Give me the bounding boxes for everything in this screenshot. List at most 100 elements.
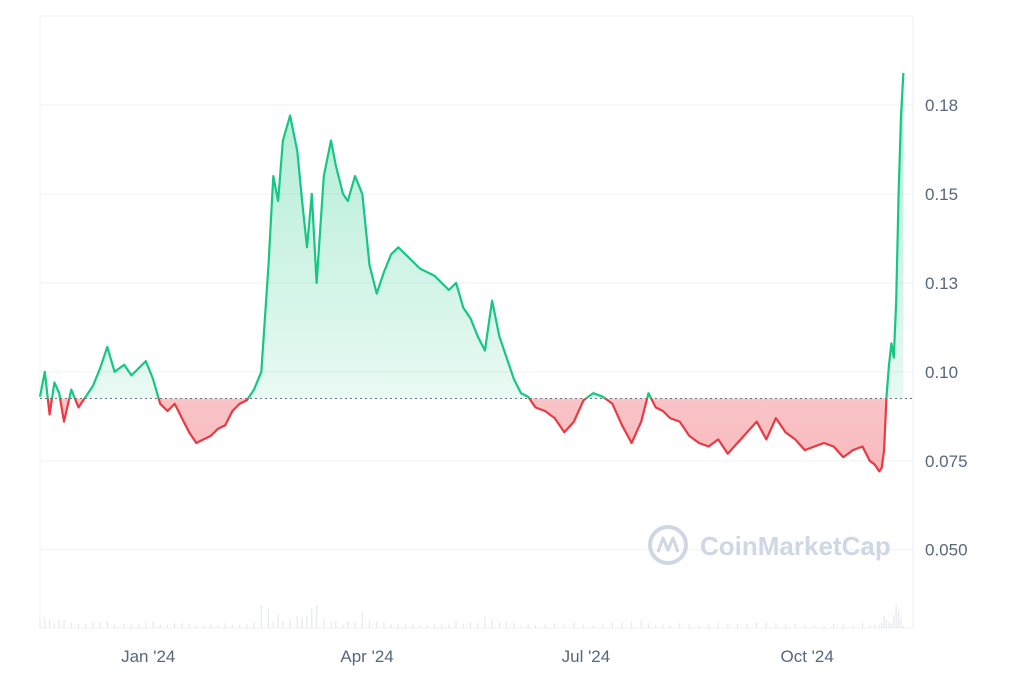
x-tick-label: Oct '24 — [781, 647, 834, 666]
y-tick-label: 0.10 — [925, 363, 958, 382]
volume-bar — [602, 624, 604, 628]
volume-bar — [217, 625, 219, 628]
volume-bar — [323, 619, 325, 628]
volume-bar — [123, 623, 125, 628]
volume-bar — [113, 624, 116, 628]
volume-bar — [900, 617, 902, 628]
volume-bar — [823, 625, 825, 628]
volume-bar — [513, 623, 515, 628]
volume-bar — [342, 624, 344, 628]
volume-bar — [775, 623, 777, 628]
volume-bar — [181, 623, 183, 628]
volume-bar — [58, 620, 60, 628]
volume-bar — [246, 623, 248, 628]
volume-bar — [505, 621, 508, 628]
volume-bar — [426, 625, 428, 628]
volume-bar — [92, 622, 94, 628]
volume-bar — [53, 623, 56, 628]
y-tick-label: 0.075 — [925, 452, 968, 471]
volume-bar — [130, 624, 132, 628]
volume-bar — [152, 621, 154, 628]
volume-bar — [390, 624, 392, 628]
volume-bar — [202, 625, 205, 628]
volume-bar — [49, 619, 51, 628]
volume-bar — [39, 621, 41, 628]
volume-bar — [433, 624, 436, 628]
volume-bar — [582, 624, 585, 628]
volume-bar — [469, 622, 472, 628]
volume-bar — [883, 615, 885, 628]
volume-bar — [698, 625, 700, 628]
volume-bar — [873, 624, 876, 628]
volume-bar — [631, 621, 633, 628]
volume-bar — [611, 621, 613, 628]
volume-bar — [85, 623, 87, 628]
x-tick-label: Jan '24 — [121, 647, 175, 666]
y-tick-label: 0.18 — [925, 96, 958, 115]
volume-bar — [354, 622, 356, 628]
volume-bar — [63, 619, 65, 628]
volume-bar — [99, 621, 101, 628]
volume-bar — [174, 623, 176, 628]
volume-bar — [477, 623, 479, 628]
volume-bar — [315, 605, 318, 628]
volume-bar — [335, 620, 337, 628]
y-tick-label: 0.13 — [925, 274, 958, 293]
volume-bar — [527, 623, 529, 628]
volume-bar — [106, 621, 108, 628]
watermark-text: CoinMarketCap — [700, 531, 891, 561]
volume-bar — [231, 624, 233, 628]
volume-bars — [39, 605, 904, 628]
volume-bar — [277, 614, 279, 628]
volume-bar — [878, 625, 880, 628]
volume-bar — [784, 624, 787, 628]
volume-bar — [383, 622, 385, 628]
volume-bar — [301, 616, 303, 628]
y-axis-ticks: 0.050 0.075 0.10 0.13 0.15 0.18 — [925, 96, 968, 560]
volume-bar — [498, 621, 500, 628]
volume-bar — [138, 624, 140, 628]
volume-bar — [330, 621, 332, 628]
volume-bar — [448, 624, 450, 628]
volume-bar — [765, 621, 767, 628]
series-lines — [38, 72, 905, 473]
coinmarketcap-logo-icon — [648, 525, 688, 565]
volume-bar — [554, 623, 556, 628]
grid-lines — [40, 104, 913, 551]
y-tick-label: 0.050 — [925, 541, 968, 560]
volume-bar — [267, 608, 270, 628]
volume-bar — [688, 624, 690, 628]
price-line-up — [38, 72, 905, 399]
volume-bar — [544, 624, 546, 628]
volume-bar — [491, 619, 493, 628]
volume-bar — [166, 624, 169, 628]
volume-bar — [621, 622, 623, 628]
volume-bar — [289, 619, 291, 628]
volume-bar — [662, 624, 664, 628]
volume-bar — [746, 623, 748, 628]
volume-bar — [272, 621, 274, 628]
volume-bar — [655, 625, 657, 628]
volume-bar — [376, 621, 378, 628]
volume-bar — [794, 623, 796, 628]
volume-bar — [885, 619, 888, 628]
volume-bar — [44, 617, 46, 628]
volume-bar — [462, 623, 464, 628]
volume-bar — [239, 625, 241, 628]
volume-bar — [404, 624, 407, 628]
volume-bar — [640, 620, 642, 628]
volume-bar — [159, 624, 161, 628]
x-tick-label: Apr '24 — [340, 647, 393, 666]
volume-bar — [70, 622, 72, 628]
volume-bar — [897, 610, 900, 628]
volume-bar — [890, 623, 892, 628]
volume-bar — [669, 625, 671, 628]
volume-bar — [833, 623, 835, 628]
volume-bar — [306, 615, 308, 628]
volume-bar — [842, 624, 844, 628]
volume-bar — [727, 623, 729, 628]
volume-bar — [888, 621, 890, 628]
volume-bar — [484, 616, 486, 628]
volume-bar — [534, 625, 537, 628]
